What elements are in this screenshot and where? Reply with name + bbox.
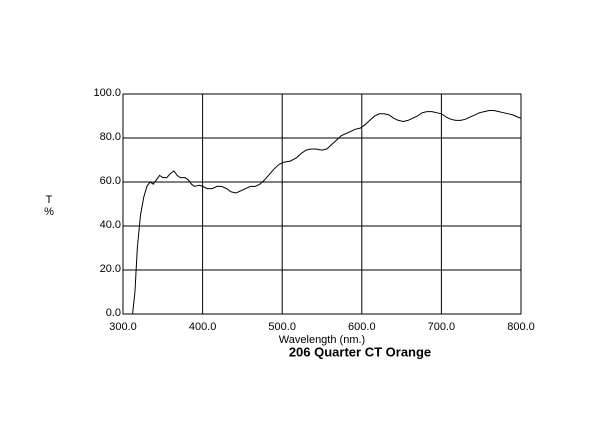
y-axis-label: %: [44, 206, 54, 218]
x-axis-label: Wavelength (nm.): [279, 334, 365, 346]
x-tick-label: 300.0: [109, 321, 137, 333]
x-tick-label: 800.0: [507, 321, 535, 333]
y-tick-label: 80.0: [100, 131, 121, 143]
x-tick-label: 700.0: [428, 321, 456, 333]
y-tick-label: 0.0: [106, 307, 121, 319]
chart-title: 206 Quarter CT Orange: [289, 344, 431, 359]
data-line: [130, 110, 522, 315]
x-tick-label: 500.0: [268, 321, 296, 333]
x-tick-label: 400.0: [189, 321, 217, 333]
y-tick-label: 100.0: [93, 87, 121, 99]
y-axis-label: T: [46, 194, 53, 206]
y-tick-label: 40.0: [100, 219, 121, 231]
y-tick-label: 20.0: [100, 263, 121, 275]
y-tick-label: 60.0: [100, 175, 121, 187]
x-tick-label: 600.0: [348, 321, 376, 333]
